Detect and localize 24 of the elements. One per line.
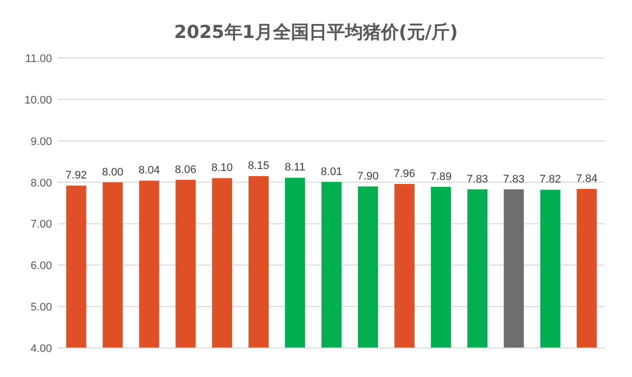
data-label: 7.82 (540, 174, 562, 186)
y-tick-label: 8.00 (30, 177, 52, 190)
y-tick-label: 6.00 (30, 260, 52, 272)
chart-title: 2025年1月全国日平均猪价(元/斤) (174, 22, 458, 43)
data-label: 8.04 (138, 164, 160, 177)
data-label: 8.01 (320, 166, 342, 178)
data-label: 7.84 (576, 172, 598, 185)
data-label: 7.90 (357, 170, 379, 182)
y-tick-label: 7.00 (30, 218, 52, 231)
data-label: 8.06 (174, 164, 196, 176)
y-tick-label: 5.00 (30, 302, 52, 314)
data-label: 8.15 (248, 160, 270, 172)
data-label: 7.83 (466, 173, 488, 186)
data-label: 7.83 (503, 173, 525, 186)
data-label: 8.11 (284, 162, 306, 174)
data-label: 8.10 (211, 162, 233, 174)
data-label: 7.92 (66, 170, 87, 182)
y-tick-label: 11.00 (25, 53, 52, 65)
y-tick-label: 4.00 (30, 343, 52, 355)
data-label: 7.96 (394, 168, 416, 180)
data-label: 7.89 (430, 170, 452, 183)
y-tick-label: 10.00 (24, 94, 52, 106)
y-tick-label: 9.00 (30, 136, 52, 148)
data-label: 8.00 (102, 166, 124, 178)
